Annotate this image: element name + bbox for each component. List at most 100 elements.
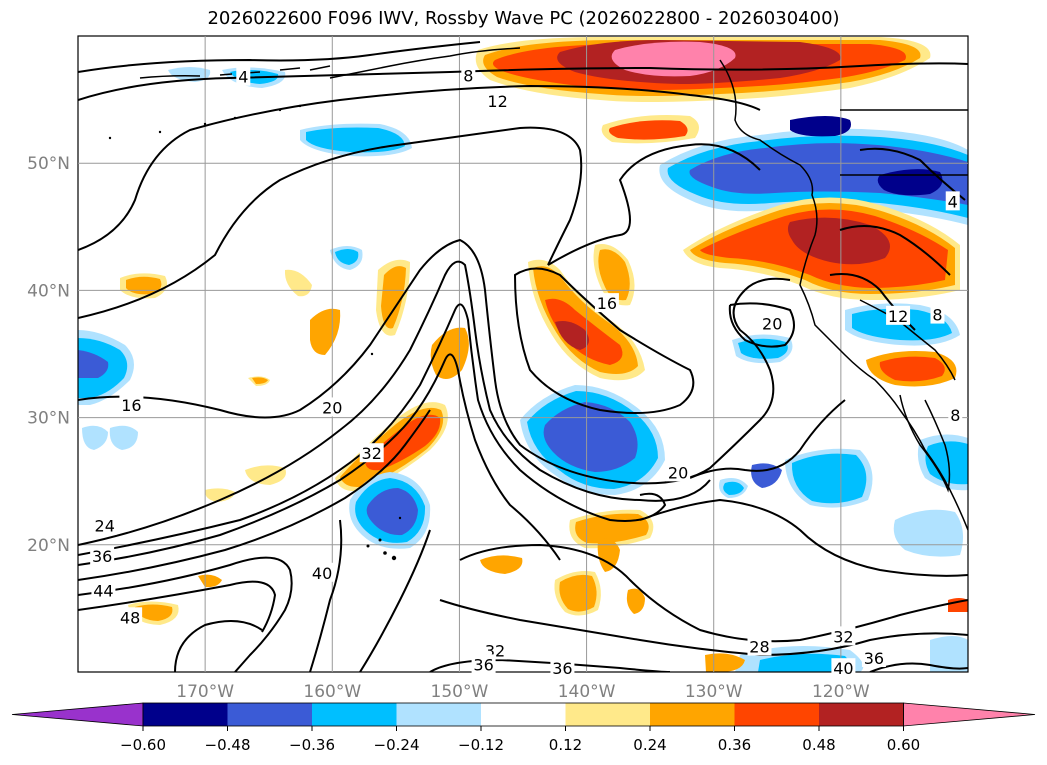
contour-label: 40 — [833, 659, 853, 678]
contour-label: 32 — [362, 444, 382, 463]
contour-4 — [78, 41, 481, 73]
colorbar-segment — [143, 703, 228, 726]
colorbar-tick-label: −0.60 — [120, 736, 166, 754]
contour-label: 8 — [932, 306, 942, 325]
contour-28c — [639, 498, 968, 577]
colorbar-tick-label: 0.24 — [633, 736, 666, 754]
shade-sc-orange4 — [626, 588, 645, 614]
contour-label: 24 — [95, 517, 115, 536]
contour-label-bg — [831, 658, 856, 678]
shade-b155-midblue — [366, 488, 418, 536]
contour-label: 36 — [92, 547, 112, 566]
colorbar-segment — [650, 703, 735, 726]
longitude-labels: 170°W 160°W 150°W 140°W 130°W 120°W — [176, 682, 870, 702]
contour-label-bg — [236, 66, 251, 86]
contour-label: 12 — [487, 92, 507, 111]
contour-8-ne — [839, 225, 951, 276]
contour-label: 20 — [762, 314, 782, 333]
contour-36b — [359, 529, 431, 672]
shade-s-orange2 — [198, 574, 222, 588]
contour-24 — [78, 260, 711, 546]
shade-sc-orange5 — [597, 538, 620, 572]
coastline — [139, 47, 968, 531]
contour-label: 28 — [749, 638, 769, 657]
colorbar-tick-label: 0.60 — [887, 736, 920, 754]
colorbar-tick-label: −0.24 — [374, 736, 420, 754]
colorbar-frame — [142, 702, 904, 727]
contour-label-bg — [861, 648, 886, 668]
colorbar-tick-label: −0.12 — [458, 736, 504, 754]
shade-w-orange3 — [310, 308, 341, 355]
contour-label-bg — [118, 607, 143, 627]
contour-label: 4 — [948, 192, 958, 211]
shade-nw-cyan1b — [306, 127, 405, 153]
shade-west-mid — [78, 350, 109, 378]
shade-c140-darkred — [555, 321, 589, 350]
shade-c25-midblue — [543, 402, 638, 472]
contour-label: 36 — [552, 659, 572, 678]
contour-label: 36 — [473, 655, 493, 674]
contour-label-bg — [92, 515, 117, 535]
contour-16-arc — [547, 143, 761, 266]
shade-se-cyan1 — [791, 453, 867, 504]
contour-label-bg — [461, 65, 476, 85]
contour-label: 20 — [668, 463, 688, 482]
colorbar-segment — [565, 703, 650, 726]
lat-label: 30°N — [27, 409, 70, 429]
lon-label: 120°W — [812, 682, 870, 702]
contour-label: 12 — [888, 307, 908, 326]
colorbar-segment — [819, 703, 904, 726]
contour-8 — [78, 62, 968, 101]
shade-s-orange1b — [135, 604, 173, 621]
lat-label: 50°N — [27, 154, 70, 174]
contour-label-bg — [91, 580, 116, 600]
contour-label: 40 — [312, 564, 332, 583]
contour-label-bg — [930, 304, 945, 324]
shade-w-orange10 — [252, 377, 268, 384]
shade-cal2-cyan — [738, 338, 788, 359]
shade-bot-orange — [705, 653, 745, 672]
contour-label-bg — [945, 191, 960, 211]
shade-c140b-orange — [598, 249, 630, 301]
shade-se-cyan4 — [723, 481, 744, 495]
contour-40 — [78, 556, 293, 672]
shade-bot-lblue2 — [930, 636, 968, 672]
lon-label: 150°W — [431, 682, 489, 702]
lat-label: 40°N — [27, 281, 70, 301]
contour-label-bg — [320, 397, 345, 417]
lon-label: 130°W — [685, 682, 743, 702]
shade-w-lblue8 — [82, 425, 108, 450]
colorbar-segment — [481, 703, 566, 726]
contour-28 — [78, 303, 667, 556]
shade-sc-orange2 — [559, 574, 597, 612]
shade-se-lblue2 — [893, 509, 964, 557]
colorbar-extend-max — [903, 702, 1036, 727]
contour-label: 16 — [597, 294, 617, 313]
shade-se-cyan3 — [925, 441, 968, 485]
contour-label: 8 — [950, 406, 960, 425]
contour-4-ne — [859, 147, 966, 201]
contour-label-bg — [471, 654, 496, 674]
contour-20-b — [689, 399, 846, 479]
shade-coast-orange2 — [609, 120, 688, 140]
shade-se-mid1 — [751, 463, 782, 488]
map-frame — [77, 35, 969, 673]
shade-nepac-darkblue — [790, 116, 851, 137]
contour-32 — [78, 353, 561, 566]
shade-sc-orange3 — [480, 555, 523, 574]
shade-jet-red — [365, 414, 441, 471]
contour-20 — [78, 238, 791, 485]
colorbar: −0.60 −0.48 −0.36 −0.24 −0.12 0.12 0.24 0.36 0.4… — [11, 702, 1036, 754]
contour-44 — [78, 580, 277, 633]
colorbar-tick-label: 0.48 — [802, 736, 835, 754]
contour-label-bg — [550, 658, 575, 678]
colorbar-segment — [396, 703, 481, 726]
contour-36 — [78, 409, 431, 581]
contour-label: 20 — [322, 398, 342, 417]
contour-label: 44 — [93, 582, 113, 601]
contour-label: 36 — [864, 649, 884, 668]
contour-label-bg — [886, 305, 911, 325]
lon-label: 140°W — [558, 682, 616, 702]
